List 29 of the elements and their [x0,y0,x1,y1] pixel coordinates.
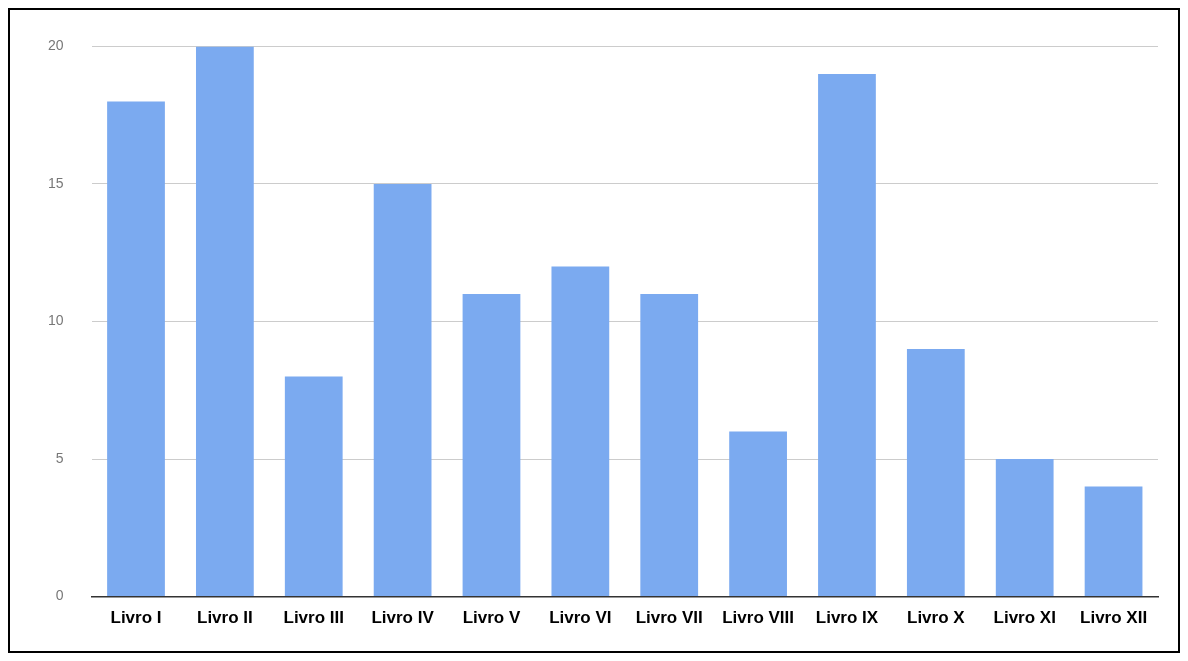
x-tick-label: Livro IX [815,608,879,628]
y-tick-label: 10 [47,312,64,329]
x-tick-label: Livro VII [635,608,703,628]
y-tick-label: 15 [47,174,64,191]
y-tick-label: 0 [55,587,64,604]
bar [818,73,876,597]
bar [284,376,343,597]
x-tick-label: Livro III [283,608,344,628]
y-tick-label: 20 [47,37,64,54]
bar [906,349,965,597]
bar [995,459,1054,597]
x-tick-label: Livro II [197,608,253,628]
bar [195,46,254,597]
bar [107,101,165,597]
x-tick-label: Livro VIII [722,608,794,628]
x-tick-label: Livro V [462,608,521,628]
bar [640,293,699,597]
x-tick-label: Livro VI [549,608,612,628]
x-tick-label: Livro I [110,608,162,628]
y-tick-label: 5 [55,449,64,466]
bar [1084,486,1143,597]
bar [551,266,610,597]
bar [729,431,787,597]
bar [373,183,432,597]
x-tick-label: Livro X [907,608,966,628]
x-tick-label: Livro XII [1080,608,1148,628]
x-tick-label: Livro IV [371,608,435,628]
x-tick-label: Livro XI [993,608,1056,628]
bar [462,293,521,597]
